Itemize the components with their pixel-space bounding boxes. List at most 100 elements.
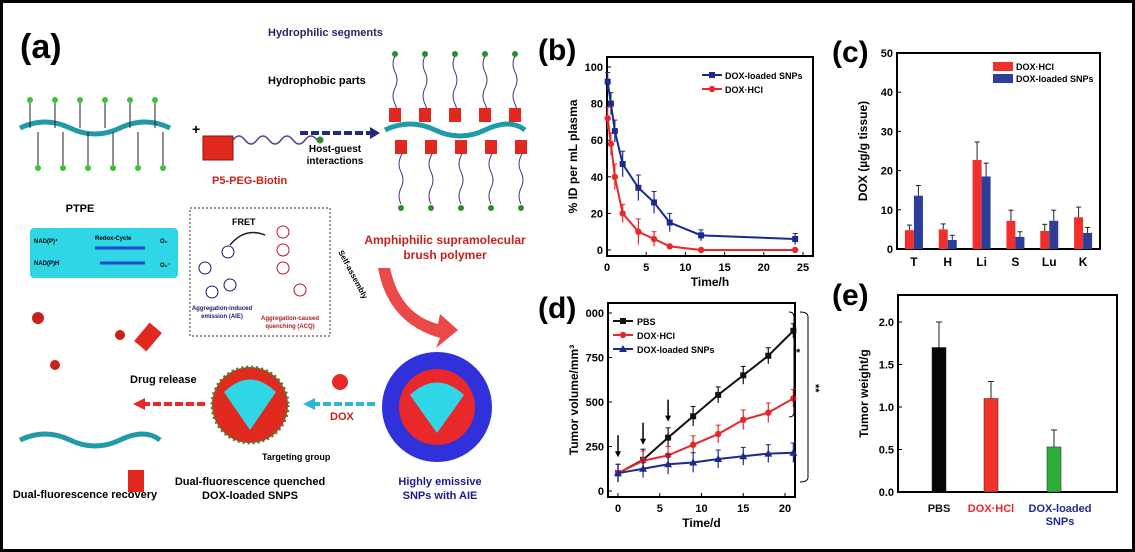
- y-tick-label: 0: [597, 245, 603, 257]
- biotin-icon: [422, 51, 428, 57]
- series-0: [604, 71, 799, 245]
- pillararene-icon: [449, 108, 461, 122]
- redox-cycle-box: [30, 228, 178, 278]
- pillararene-icon: [395, 140, 407, 154]
- x-tick-label: 20: [758, 262, 770, 274]
- data-point: [708, 85, 716, 93]
- dosing-arrow-head-icon: [640, 438, 647, 445]
- legend-label: PBS: [637, 317, 656, 327]
- y-tick-label: 500: [586, 397, 604, 409]
- legend-label: DOX-loaded SNPs: [725, 71, 803, 81]
- data-point: [620, 318, 626, 324]
- pillararene-icon: [202, 135, 234, 161]
- bar: [931, 347, 947, 493]
- tpe-unit-icon: [77, 97, 83, 103]
- hydrophilic-segments-label: Hydrophilic segments: [268, 27, 383, 39]
- data-point: [715, 430, 722, 438]
- x-tick-label: PBS: [928, 503, 951, 515]
- arrow-head-icon: [303, 398, 315, 410]
- self-assembly-arrow-icon: [378, 268, 458, 348]
- bar: [938, 229, 948, 249]
- pillararene-icon: [509, 108, 521, 122]
- data-point: [635, 184, 642, 191]
- dosing-arrow-head-icon: [615, 451, 621, 458]
- tpe-unit-icon: [152, 97, 158, 103]
- y-axis-label: Tumor weight/g: [857, 349, 871, 437]
- data-point: [715, 391, 722, 398]
- released-pillararene-icon: [134, 322, 162, 352]
- tpe-unit-icon: [52, 97, 58, 103]
- data-point: [690, 413, 697, 420]
- x-tick-label: 10: [679, 262, 691, 274]
- bar: [947, 239, 957, 249]
- y-tick-label: 20: [881, 166, 893, 178]
- data-point: [709, 72, 715, 78]
- x-tick-label: 0: [615, 503, 621, 515]
- data-point: [619, 210, 626, 217]
- data-point: [792, 236, 799, 243]
- biotin-icon: [482, 51, 488, 57]
- x-tick-label: DOX-loaded SNPs: [1029, 503, 1092, 528]
- brush-side-chains: [389, 51, 527, 211]
- p5-peg-biotin-label: P5-PEG-Biotin: [212, 175, 287, 187]
- data-point: [604, 115, 611, 122]
- plot-frame: [606, 56, 814, 257]
- biotin-icon: [458, 205, 464, 211]
- bar: [1049, 220, 1059, 249]
- chart-d: (d) 0 250 500 750 000 Tumor volume/mm³ 0 5 10 15 20…: [538, 292, 821, 530]
- dox-molecule-icon: [50, 360, 60, 370]
- y-tick-label: 80: [591, 99, 603, 111]
- x-tick-label: 0: [604, 262, 610, 274]
- dox-structure-icon: [276, 225, 307, 297]
- y-axis-label: DOX (µg/g tissue): [856, 101, 870, 201]
- x-tick-label-line: SNPs: [1046, 516, 1075, 528]
- x-tick-label-line: DOX-loaded: [1029, 503, 1092, 515]
- data-point: [765, 409, 772, 416]
- biotin-icon: [512, 51, 518, 57]
- dual-recovery-label: Dual-fluorescence recovery: [13, 489, 158, 501]
- y-tick-label: 20: [591, 208, 603, 220]
- data-point: [611, 173, 619, 180]
- y-axis-label: % ID per mL plasma: [566, 99, 580, 213]
- data-point: [791, 246, 799, 254]
- y-tick-label: 750: [586, 353, 604, 365]
- data-point: [740, 416, 747, 423]
- legend-label: DOX-loaded SNPs: [1016, 74, 1094, 84]
- y-tick-label: 1.0: [879, 402, 894, 414]
- dox-molecule-icon: [332, 374, 348, 390]
- o2-label: O₂: [160, 239, 168, 245]
- pillararene-icon: [515, 140, 527, 154]
- significance-label: *: [796, 347, 801, 359]
- x-tick-label: 5: [657, 503, 663, 515]
- bar: [1046, 446, 1062, 493]
- dox-label: DOX: [330, 411, 355, 423]
- data-point: [740, 372, 747, 379]
- data-point: [650, 235, 658, 243]
- legend-label: DOX·HCl: [637, 331, 675, 341]
- x-tick-label: K: [1079, 255, 1088, 269]
- dual-quenched-label: Dual-fluorescence quenched DOX-loaded SNP…: [175, 476, 325, 502]
- y-tick-label: 40: [881, 87, 893, 99]
- significance-bracket: [799, 311, 809, 483]
- dosing-arrow-head-icon: [665, 415, 672, 422]
- series-line: [617, 451, 794, 475]
- data-point: [666, 219, 673, 226]
- y-tick-label: 0: [598, 486, 604, 498]
- peg-chain: [232, 135, 318, 145]
- tpe-unit-icon: [35, 165, 41, 171]
- drug-release-label: Drug release: [130, 374, 197, 386]
- highly-emissive-label: Highly emissive SNPs with AIE: [398, 476, 481, 502]
- x-tick-label: Li: [976, 255, 987, 269]
- legend-swatch: [993, 74, 1013, 83]
- panel-label-a: (a): [20, 28, 62, 66]
- bar: [1083, 232, 1093, 249]
- bar: [983, 398, 999, 493]
- tpe-unit-icon: [110, 165, 116, 171]
- bar: [972, 160, 982, 249]
- x-tick-label: S: [1011, 255, 1019, 269]
- x-tick-label-line: PBS: [928, 503, 951, 515]
- data-point: [789, 448, 798, 456]
- data-point: [790, 327, 797, 334]
- data-point: [619, 345, 627, 352]
